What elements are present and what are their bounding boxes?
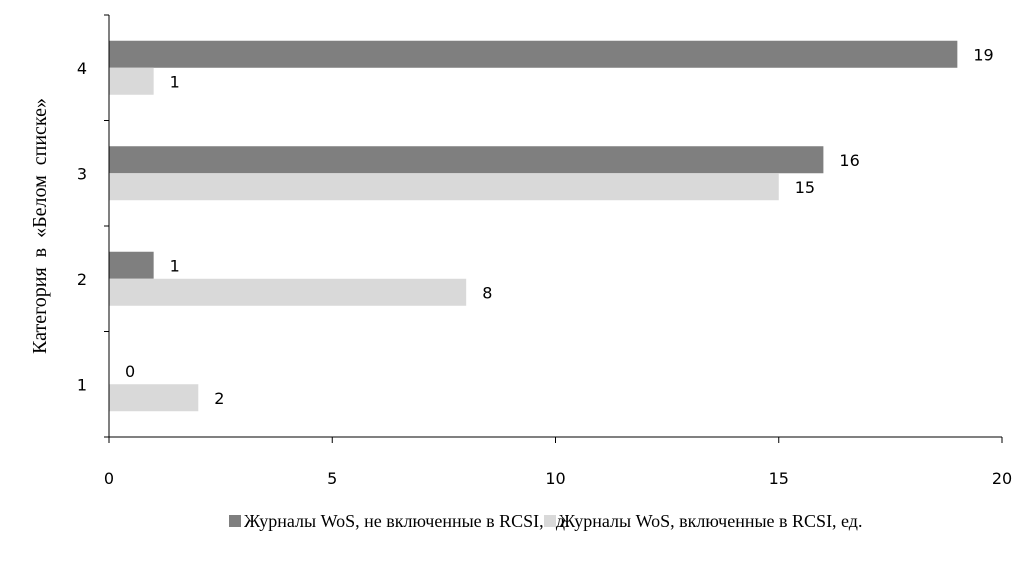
- x-tick-label: 10: [545, 469, 565, 488]
- legend-label-series-1: Журналы WoS, не включенные в RCSI, ед.: [244, 511, 570, 531]
- y-tick-label: 3: [77, 164, 87, 183]
- bar-included-cat-3: [109, 173, 779, 201]
- y-tick-label: 1: [77, 375, 87, 394]
- legend-swatch-series-2: [544, 515, 556, 527]
- data-label: 0: [125, 362, 135, 381]
- bar-included-cat-4: [109, 67, 154, 95]
- bar-included-cat-1: [109, 384, 199, 412]
- bar-included-cat-2: [109, 278, 467, 306]
- legend-label-series-2: Журналы WoS, включенные в RCSI, ед.: [559, 511, 862, 531]
- y-axis-label: Категория в «Белом списке»: [29, 98, 51, 354]
- legend-swatch-series-1: [229, 515, 241, 527]
- y-tick-label: 2: [77, 270, 87, 289]
- data-label: 1: [170, 72, 180, 91]
- data-label: 15: [795, 178, 815, 197]
- axes-layer: [104, 15, 1002, 438]
- x-tick-label: 5: [327, 469, 337, 488]
- data-labels-layer: 0 2 1 8 16 15 19 1: [125, 45, 994, 408]
- bar-not-included-cat-3: [109, 146, 824, 174]
- legend: Журналы WoS, не включенные в RCSI, ед. Ж…: [229, 511, 862, 531]
- data-label: 8: [482, 283, 492, 302]
- x-tick-label: 15: [769, 469, 789, 488]
- x-tick-label: 0: [104, 469, 114, 488]
- data-label: 19: [973, 45, 993, 64]
- data-label: 2: [214, 389, 224, 408]
- bar-not-included-cat-4: [109, 40, 958, 68]
- bar-not-included-cat-2: [109, 251, 154, 279]
- y-tick-label: 4: [77, 59, 87, 78]
- data-label: 1: [170, 256, 180, 275]
- bars-layer: [109, 40, 958, 412]
- data-label: 16: [839, 151, 859, 170]
- x-tick-label: 20: [992, 469, 1012, 488]
